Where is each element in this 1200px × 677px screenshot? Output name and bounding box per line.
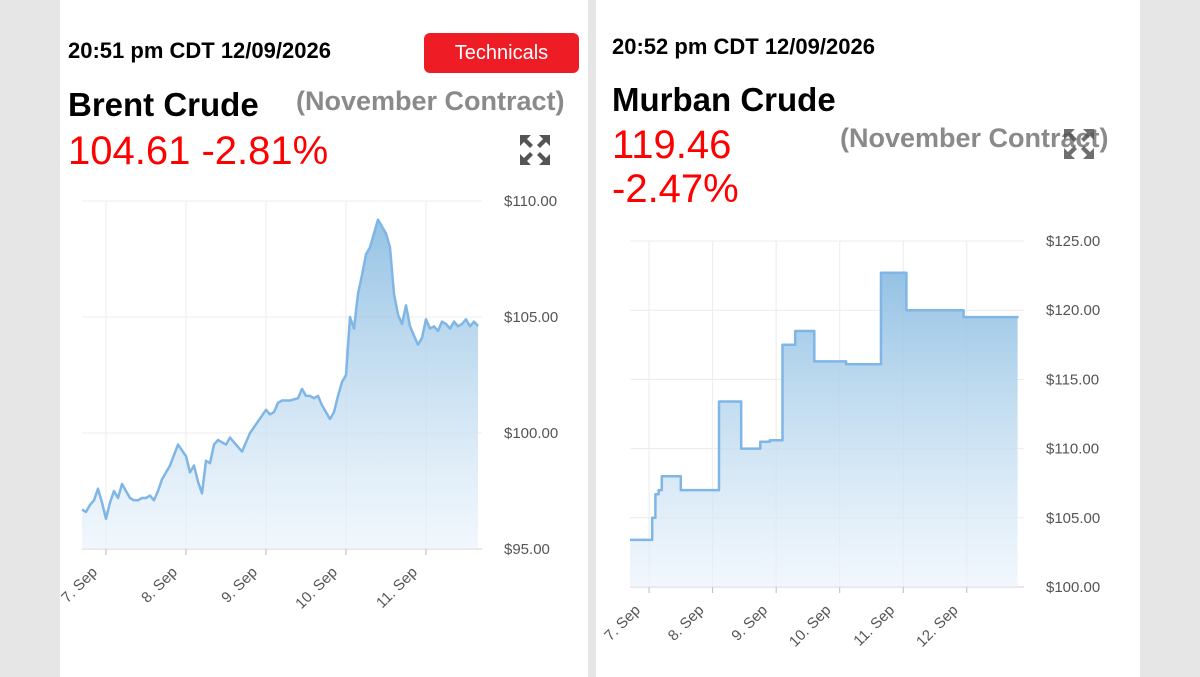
- series-area: [630, 272, 1018, 587]
- y-tick-label: $105.00: [504, 309, 558, 326]
- x-tick-label: 10. Sep: [786, 602, 835, 651]
- brent-price: 104.61: [68, 129, 191, 173]
- technicals-button[interactable]: Technicals: [424, 33, 579, 73]
- x-tick-label: 7. Sep: [601, 602, 644, 645]
- brent-price-line: 104.61 -2.81%: [68, 129, 328, 173]
- x-tick-label: 8. Sep: [665, 602, 708, 645]
- brent-panel: 20:51 pm CDT 12/09/2026 Technicals Brent…: [60, 0, 588, 677]
- murban-price-line: 119.46 -2.47%: [612, 123, 739, 211]
- brent-chart: $110.00 $105.00 $100.00 $95.00 7. Sep 8. Sep 9…: [60, 193, 558, 613]
- y-tick-label: $105.00: [1046, 510, 1100, 527]
- x-tick-label: 7. Sep: [60, 564, 101, 607]
- y-tick-label: $100.00: [1046, 579, 1100, 596]
- series-line: [630, 271, 1019, 542]
- murban-timestamp: 20:52 pm CDT 12/09/2026: [612, 34, 875, 59]
- x-tick-label: 11. Sep: [373, 564, 421, 612]
- x-tick-label: 8. Sep: [138, 564, 181, 607]
- x-tick-label: 9. Sep: [728, 602, 771, 645]
- murban-contract: (November Contract): [840, 123, 1109, 153]
- brent-contract: (November Contract): [296, 86, 565, 116]
- series-area: [82, 219, 478, 549]
- y-tick-label: $95.00: [504, 541, 550, 558]
- murban-title: Murban Crude: [612, 81, 836, 118]
- y-tick-label: $120.00: [1046, 302, 1100, 319]
- y-tick-label: $100.00: [504, 425, 558, 442]
- expand-icon[interactable]: [518, 133, 552, 167]
- x-tick-label: 10. Sep: [292, 564, 341, 613]
- murban-panel: 20:52 pm CDT 12/09/2026 Murban Crude 119…: [596, 0, 1140, 677]
- y-tick-label: $125.00: [1046, 233, 1100, 250]
- expand-icon[interactable]: [1062, 127, 1096, 161]
- x-tick-label: 12. Sep: [913, 602, 962, 651]
- brent-title: Brent Crude: [68, 86, 259, 123]
- series-line: [81, 218, 479, 521]
- murban-change: -2.47%: [612, 167, 739, 211]
- x-tick-label: 11. Sep: [850, 602, 898, 650]
- brent-timestamp: 20:51 pm CDT 12/09/2026: [68, 38, 331, 63]
- y-tick-label: $110.00: [1046, 441, 1099, 458]
- y-tick-label: $115.00: [1046, 371, 1099, 388]
- x-tick-label: 9. Sep: [218, 564, 261, 607]
- murban-chart: $125.00 $120.00 $115.00 $110.00 $105.00 $100.…: [601, 233, 1100, 651]
- y-tick-label: $110.00: [504, 193, 557, 210]
- brent-change: -2.81%: [201, 129, 329, 173]
- murban-price: 119.46: [612, 123, 732, 167]
